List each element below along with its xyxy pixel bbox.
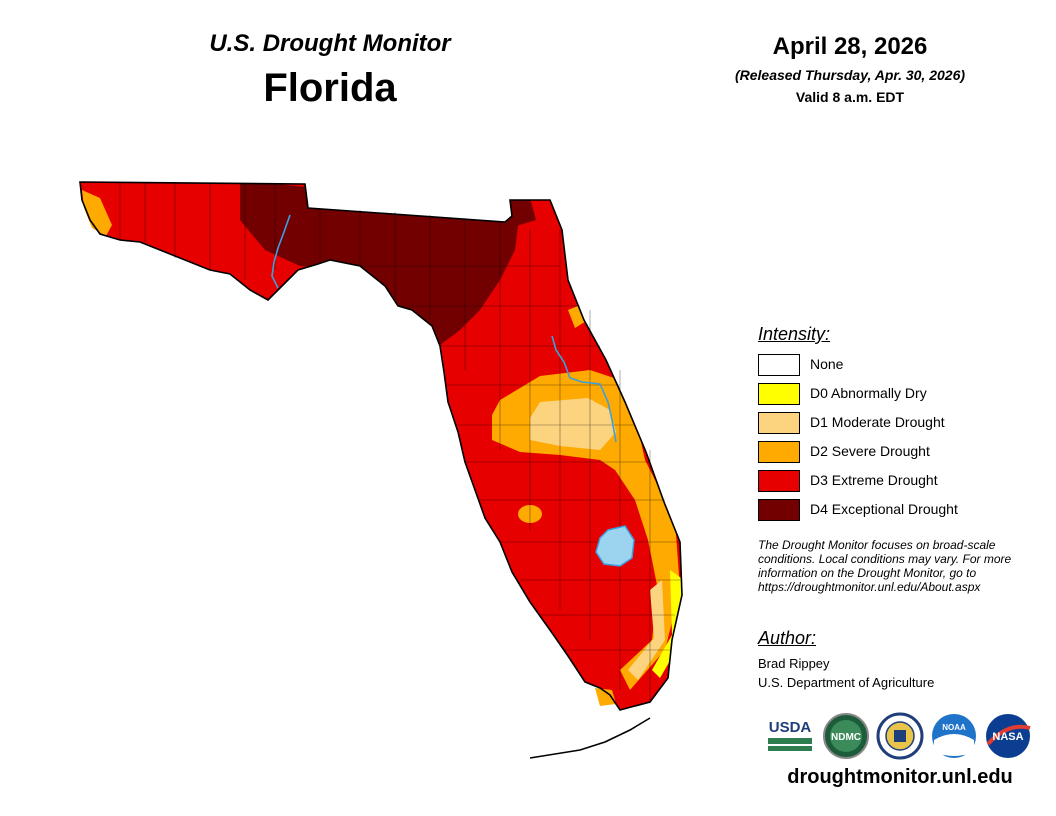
legend-swatch	[758, 354, 800, 376]
website-link[interactable]: droughtmonitor.unl.edu	[787, 766, 1013, 788]
legend-title: Intensity:	[758, 324, 831, 344]
d1-moderate-drought-area	[530, 398, 616, 450]
d2-severe-drought-area	[595, 688, 616, 706]
svg-text:NDMC: NDMC	[831, 732, 861, 743]
legend-swatch	[758, 383, 800, 405]
legend-label: D2 Severe Drought	[810, 443, 930, 459]
d4-exceptional-drought-area	[240, 182, 520, 345]
noaa-logo-icon: NOAA	[932, 714, 976, 758]
legend-swatch	[758, 499, 800, 521]
legend-label: D1 Moderate Drought	[810, 414, 945, 430]
author-name: Brad Rippey	[758, 656, 830, 671]
d0-abnormally-dry-area	[652, 570, 682, 678]
state-name: Florida	[263, 66, 397, 110]
d4-exceptional-drought-area	[508, 198, 536, 226]
legend-label: D4 Exceptional Drought	[810, 501, 958, 517]
legend-label: D0 Abnormally Dry	[810, 385, 927, 401]
valid-time: Valid 8 a.m. EDT	[795, 89, 905, 105]
drought-monitor-note: The Drought Monitor focuses on broad-sca…	[758, 538, 1012, 594]
legend-label: D3 Extreme Drought	[810, 472, 938, 488]
nasa-logo-icon: NASA	[986, 714, 1031, 758]
author-org: U.S. Department of Agriculture	[758, 675, 935, 690]
florida-drought-map	[79, 181, 683, 759]
d2-severe-drought-area	[492, 370, 680, 690]
ndmc-logo-icon: NDMC	[823, 713, 869, 759]
legend-swatch	[758, 470, 800, 492]
florida-outline	[79, 181, 683, 711]
svg-text:NASA: NASA	[992, 731, 1023, 743]
legend-label: None	[810, 356, 844, 372]
legend-swatch	[758, 412, 800, 434]
lake-okeechobee	[595, 525, 635, 567]
map-title: U.S. Drought Monitor	[209, 30, 451, 57]
florida-keys	[529, 717, 651, 759]
release-date: (Released Thursday, Apr. 30, 2026)	[734, 67, 966, 83]
doc-seal-icon	[876, 712, 924, 760]
d2-severe-drought-area	[82, 190, 112, 236]
usda-logo-icon: USDA	[768, 719, 812, 751]
svg-text:NOAA: NOAA	[942, 723, 966, 732]
svg-text:USDA: USDA	[769, 719, 812, 736]
apalachicola-river	[271, 214, 291, 289]
st-johns-river	[551, 335, 617, 443]
d1-moderate-drought-area	[628, 580, 665, 680]
map-date: April 28, 2026	[772, 33, 928, 60]
author-title: Author:	[758, 628, 817, 648]
agency-logos: USDA NDMC NOAA NASA	[768, 712, 1031, 760]
legend-swatch	[758, 441, 800, 463]
